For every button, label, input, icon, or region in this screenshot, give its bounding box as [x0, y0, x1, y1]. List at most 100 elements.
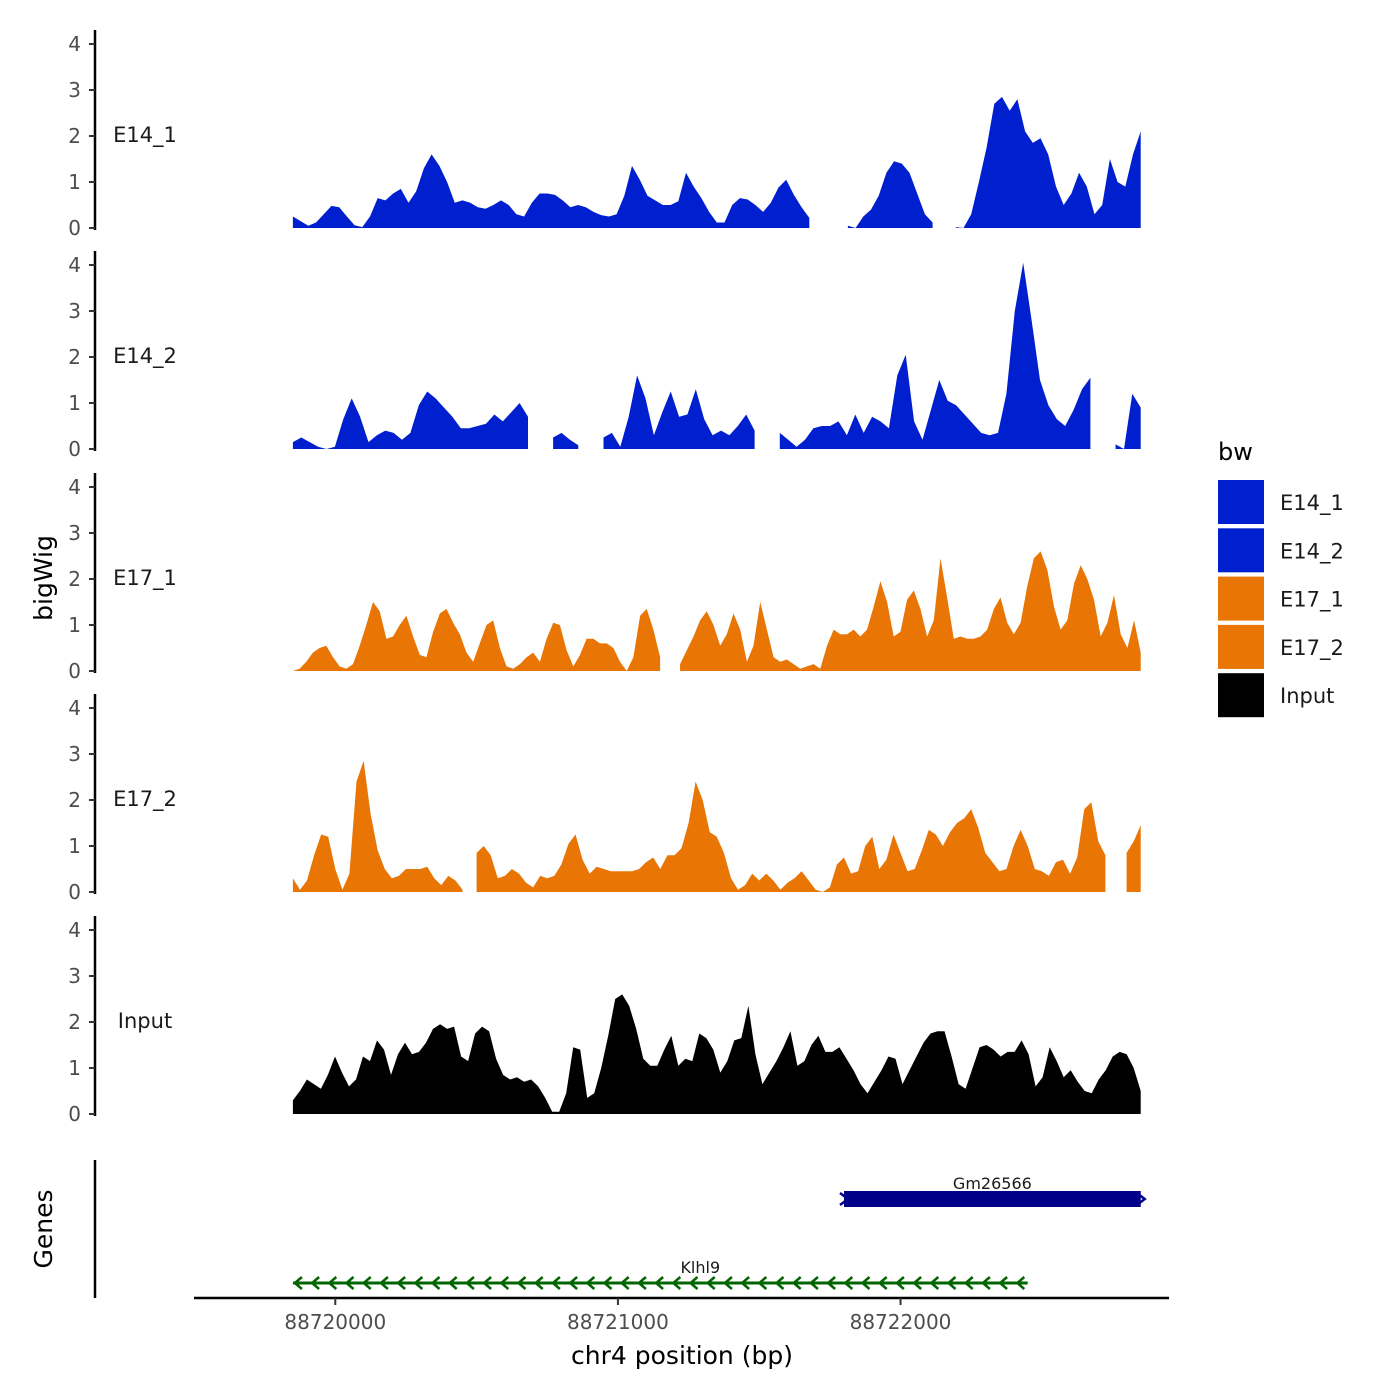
- y-tick-label: 1: [68, 170, 81, 194]
- strand-arrow: [413, 1276, 424, 1290]
- strand-arrow: [482, 1276, 492, 1290]
- strand-arrow: [826, 1276, 836, 1290]
- y-tick-label: 0: [68, 659, 81, 683]
- strand-arrow: [1015, 1276, 1026, 1290]
- track-label: E17_2: [113, 787, 177, 812]
- legend-swatch-E14_1: [1218, 480, 1264, 524]
- y-tick-label: 1: [68, 1056, 81, 1080]
- legend-label: E17_2: [1280, 636, 1344, 661]
- strand-arrow: [464, 1276, 475, 1290]
- legend-swatch-Input: [1218, 673, 1264, 718]
- x-tick-label: 88722000: [850, 1310, 952, 1334]
- strand-arrow: [946, 1276, 957, 1290]
- strand-arrow: [740, 1276, 750, 1290]
- coverage-area-E14_2: [292, 391, 528, 449]
- strand-arrow: [963, 1276, 974, 1290]
- legend: bw E14_1 E14_2 E17_1 E17_2 Input: [1218, 438, 1344, 718]
- track-E17_1: 0 1 2 3 4 E17_1: [68, 473, 1141, 683]
- strand-arrow: [843, 1276, 854, 1290]
- strand-arrow: [791, 1276, 802, 1290]
- gene-track: Gm26566 Klhl9: [93, 1160, 1147, 1298]
- coverage-area-Input: [292, 994, 1141, 1114]
- legend-swatch-E17_2: [1218, 624, 1264, 669]
- strand-arrow: [499, 1276, 510, 1290]
- y-tick-label: 4: [68, 918, 81, 942]
- x-axis: 88720000 88721000 88722000: [194, 1296, 1169, 1334]
- y-tick-label: 2: [68, 124, 81, 148]
- y-tick-label: 0: [68, 216, 81, 240]
- legend-swatch-E17_1: [1218, 576, 1264, 621]
- coverage-area-E17_2: [292, 760, 463, 892]
- strand-arrow: [327, 1276, 338, 1290]
- x-tick-label: 88720000: [284, 1310, 386, 1334]
- coverage-area-E14_1: [847, 161, 933, 228]
- y-tick-label: 2: [68, 1010, 81, 1034]
- coverage-area-E14_2: [553, 432, 579, 449]
- y-tick-label: 1: [68, 834, 81, 858]
- track-label: E14_1: [113, 123, 177, 148]
- genes-axis-title: Genes: [29, 1189, 58, 1268]
- strand-arrow: [757, 1276, 768, 1290]
- coverage-area-E17_1: [680, 551, 1141, 671]
- legend-label: Input: [1280, 684, 1334, 708]
- strand-arrow: [619, 1276, 630, 1290]
- legend-swatch-E14_2: [1218, 528, 1264, 573]
- y-tick-label: 3: [68, 742, 81, 766]
- coverage-area-E14_2: [1115, 393, 1141, 449]
- track-Input: 0 1 2 3 4 Input: [68, 916, 1141, 1126]
- strand-arrow: [550, 1276, 561, 1290]
- strand-arrow: [860, 1276, 871, 1290]
- track-label: E17_1: [113, 566, 177, 591]
- coverage-tracks: 0 1 2 3 4 E14_1 0 1 2 3 4 E14_2 0 1 2 3 4 E17_1 0 1 2 3 4 E17_2…: [68, 30, 1141, 1126]
- strand-arrow: [839, 1192, 851, 1206]
- track-label: E14_2: [113, 344, 177, 369]
- strand-arrow: [430, 1276, 441, 1290]
- strand-arrow: [585, 1276, 596, 1290]
- strand-arrow: [998, 1276, 1008, 1290]
- y-tick-label: 1: [68, 613, 81, 637]
- coverage-area-E14_1: [292, 154, 810, 228]
- strand-arrow: [378, 1276, 389, 1290]
- strand-arrow: [688, 1276, 699, 1290]
- strand-arrow: [671, 1276, 682, 1290]
- track-E17_2: 0 1 2 3 4 E17_2: [68, 694, 1141, 904]
- y-tick-label: 2: [68, 567, 81, 591]
- y-tick-label: 1: [68, 391, 81, 415]
- y-tick-label: 4: [68, 253, 81, 277]
- x-tick-label: 88721000: [567, 1310, 669, 1334]
- y-tick-label: 3: [68, 964, 81, 988]
- gene-Gm26566: Gm26566: [839, 1174, 1147, 1207]
- strand-arrow: [516, 1276, 527, 1290]
- legend-label: E17_1: [1280, 588, 1344, 613]
- strand-arrow: [808, 1276, 819, 1290]
- coverage-area-E14_1: [955, 96, 1141, 229]
- coverage-area-E17_2: [476, 781, 1106, 892]
- legend-title: bw: [1218, 438, 1253, 466]
- coverage-area-E14_2: [779, 262, 1091, 449]
- coverage-area-E14_2: [603, 375, 755, 449]
- y-tick-label: 0: [68, 1102, 81, 1126]
- strand-arrow: [705, 1276, 716, 1290]
- gene-Klhl9: Klhl9: [292, 1258, 1028, 1290]
- strand-arrow: [396, 1276, 406, 1290]
- strand-arrow: [636, 1276, 647, 1290]
- strand-arrow: [1135, 1192, 1147, 1206]
- strand-arrow: [894, 1276, 905, 1290]
- track-E14_2: 0 1 2 3 4 E14_2: [68, 251, 1141, 461]
- y-axis-title: bigWig: [29, 535, 58, 621]
- strand-arrow: [533, 1276, 544, 1290]
- strand-arrow: [980, 1276, 991, 1290]
- strand-arrow: [929, 1276, 940, 1290]
- y-tick-label: 3: [68, 521, 81, 545]
- strand-arrow: [774, 1276, 785, 1290]
- y-tick-label: 4: [68, 32, 81, 56]
- strand-arrow: [602, 1276, 613, 1290]
- gene-label: Klhl9: [680, 1258, 720, 1277]
- strand-arrow: [877, 1276, 888, 1290]
- strand-arrow: [310, 1276, 320, 1290]
- gene-body: [844, 1191, 1141, 1207]
- y-tick-label: 2: [68, 345, 81, 369]
- track-label: Input: [118, 1009, 172, 1033]
- strand-arrow: [722, 1276, 733, 1290]
